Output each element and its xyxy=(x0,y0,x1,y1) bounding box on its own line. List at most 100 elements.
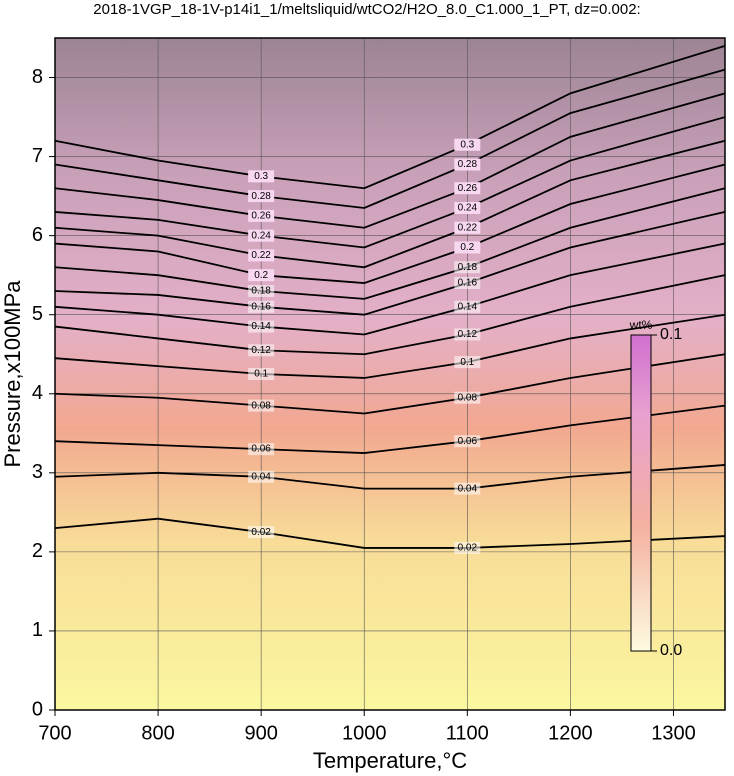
contour-label-bg xyxy=(248,399,275,412)
contour-label: 0.16 xyxy=(458,278,478,289)
contour-line xyxy=(54,68,726,209)
contour-line xyxy=(54,45,726,190)
y-tick-label: 0 xyxy=(32,698,43,720)
contour-label: 0.14 xyxy=(458,301,478,312)
contour-label-bg xyxy=(248,190,275,203)
x-tick-label: 1100 xyxy=(446,722,489,744)
colorbar-label: wt% xyxy=(629,318,653,332)
contour-label-bg xyxy=(454,300,481,313)
contour-label: 0.02 xyxy=(251,527,271,538)
contour-label-bg xyxy=(248,269,275,282)
contour-label: 0.16 xyxy=(251,301,271,312)
contour-label-bg xyxy=(454,138,481,151)
contour-label-bg xyxy=(454,201,481,214)
contour-label-bg xyxy=(454,241,481,254)
contour-line xyxy=(54,211,726,316)
contour-label-bg xyxy=(454,182,481,195)
contour-label-bg xyxy=(454,221,481,234)
x-tick-label: 1200 xyxy=(548,722,593,744)
y-tick-label: 6 xyxy=(32,224,43,246)
contour-label-bg xyxy=(248,470,275,483)
contour-label-bg xyxy=(454,435,481,448)
contour-label: 0.18 xyxy=(251,286,271,297)
contour-line xyxy=(54,116,726,249)
contour-label-bg xyxy=(454,277,481,290)
contour-line xyxy=(54,353,726,415)
x-tick-label: 700 xyxy=(38,722,71,744)
contour-label: 0.14 xyxy=(251,321,271,332)
x-axis-label: Temperature,°C xyxy=(313,748,467,773)
contour-label: 0.06 xyxy=(251,444,271,455)
contour-label: 0.2 xyxy=(460,242,474,253)
y-axis-label: Pressure,x100MPa xyxy=(0,280,25,468)
contour-label: 0.04 xyxy=(458,483,478,494)
contour-label-bg xyxy=(248,229,275,242)
contour-label: 0.08 xyxy=(251,400,271,411)
contour-label-bg xyxy=(454,261,481,274)
contour-label: 0.06 xyxy=(458,436,478,447)
x-tick-label: 1300 xyxy=(651,722,696,744)
x-tick-label: 800 xyxy=(141,722,174,744)
contour-line xyxy=(54,464,726,490)
contour-label: 0.24 xyxy=(251,230,271,241)
colorbar-tick-label: 0.1 xyxy=(660,326,682,343)
contour-label: 0.3 xyxy=(460,139,474,150)
contour-line xyxy=(54,139,726,269)
contour-label-bg xyxy=(454,158,481,171)
contour-label-bg xyxy=(454,541,481,554)
contour-line xyxy=(54,404,726,454)
contour-label: 0.2 xyxy=(254,270,268,281)
contour-label-bg xyxy=(248,249,275,262)
y-tick-label: 7 xyxy=(32,145,43,167)
contour-label: 0.22 xyxy=(458,222,478,233)
contour-label: 0.26 xyxy=(458,183,478,194)
contour-label: 0.24 xyxy=(458,203,478,214)
contour-label-bg xyxy=(248,320,275,333)
y-tick-label: 2 xyxy=(32,540,43,562)
chart-title: 2018-1VGP_18-1V-p14i1_1/meltsliquid/wtCO… xyxy=(93,1,640,18)
y-tick-label: 8 xyxy=(32,66,43,88)
contour-label: 0.28 xyxy=(458,159,478,170)
contour-line xyxy=(54,274,726,356)
contour-label: 0.02 xyxy=(458,543,478,554)
contour-line xyxy=(54,517,726,549)
plot-frame xyxy=(54,37,726,711)
contour-label-bg xyxy=(248,170,275,183)
contour-label: 0.1 xyxy=(460,357,474,368)
contour-line xyxy=(54,92,726,229)
contour-label: 0.1 xyxy=(254,369,268,380)
contour-label-bg xyxy=(248,526,275,539)
contour-line xyxy=(54,187,726,300)
contour-label: 0.12 xyxy=(458,329,478,340)
contour-label-bg xyxy=(248,344,275,357)
contour-label: 0.04 xyxy=(251,471,271,482)
colorbar xyxy=(630,334,652,652)
y-tick-label: 1 xyxy=(32,619,43,641)
contour-label-bg xyxy=(454,482,481,495)
contour-label: 0.3 xyxy=(254,171,268,182)
contour-label: 0.22 xyxy=(251,250,271,261)
contour-label: 0.12 xyxy=(251,345,271,356)
contour-label-bg xyxy=(248,209,275,222)
x-tick-label: 900 xyxy=(244,722,277,744)
contour-label: 0.18 xyxy=(458,262,478,273)
contour-line xyxy=(54,313,726,379)
contour-label-bg xyxy=(248,443,275,456)
contour-label: 0.28 xyxy=(251,191,271,202)
contour-label: 0.26 xyxy=(251,211,271,222)
colorbar-tick-label: 0.0 xyxy=(660,642,682,659)
contour-label: 0.08 xyxy=(458,392,478,403)
contour-label-bg xyxy=(248,300,275,313)
contour-label-bg xyxy=(248,368,275,380)
y-tick-label: 4 xyxy=(32,382,43,404)
y-tick-label: 5 xyxy=(32,303,43,325)
y-tick-label: 3 xyxy=(32,461,43,483)
x-tick-label: 1000 xyxy=(342,722,387,744)
contour-label-bg xyxy=(248,284,275,297)
contour-label-bg xyxy=(454,356,481,369)
contour-line xyxy=(54,242,726,336)
contour-label-bg xyxy=(454,391,481,404)
contour-line xyxy=(54,163,726,284)
contour-label-bg xyxy=(454,328,481,341)
